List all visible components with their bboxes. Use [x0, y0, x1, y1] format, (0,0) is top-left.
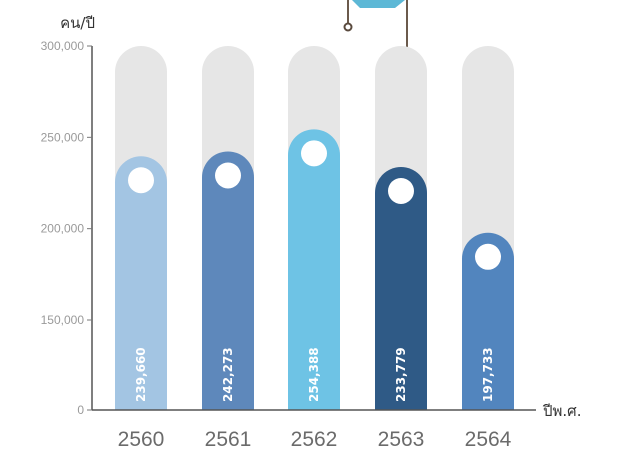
bar-marker-2560 — [128, 167, 154, 194]
bar-2560 — [115, 156, 167, 410]
value-label-2562: 254,388 — [307, 347, 321, 402]
y-tick-label: 150,000 — [41, 313, 85, 327]
value-label-2561: 242,273 — [221, 347, 235, 402]
axes — [91, 46, 536, 411]
x-tick-label-2561: 2561 — [205, 428, 252, 451]
value-label-2560: 239,660 — [134, 347, 148, 402]
bar-2564 — [462, 232, 514, 410]
bar-2562 — [288, 129, 340, 410]
y-tick-label: 250,000 — [41, 130, 85, 144]
bar-marker-2564 — [475, 243, 501, 270]
bars — [115, 129, 514, 410]
value-labels: 239,660 242,273 254,388 233,779 197,733 — [134, 347, 495, 402]
y-tick-label: 200,000 — [41, 222, 85, 236]
y-ticks: 0 150,000 200,000 250,000 300,000 — [41, 39, 92, 417]
bar-2561 — [202, 151, 254, 410]
y-tick-label: 300,000 — [41, 39, 85, 53]
bar-marker-2563 — [388, 177, 414, 204]
value-label-2564: 197,733 — [481, 347, 495, 402]
x-tick-label-2562: 2562 — [291, 428, 338, 451]
value-label-2563: 233,779 — [394, 347, 408, 402]
y-tick-label: 0 — [77, 403, 84, 417]
x-tick-label-2564: 2564 — [465, 428, 512, 451]
x-tick-labels: 2560 2561 2562 2563 2564 — [118, 428, 512, 451]
y-axis-label: คน/ปี — [60, 14, 95, 32]
bar-marker-2561 — [215, 162, 241, 189]
x-tick-label-2563: 2563 — [378, 428, 425, 451]
x-axis-label: ปีพ.ศ. — [542, 402, 581, 420]
bar-marker-2562 — [301, 140, 327, 167]
x-tick-label-2560: 2560 — [118, 428, 165, 451]
bar-2563 — [375, 166, 427, 410]
